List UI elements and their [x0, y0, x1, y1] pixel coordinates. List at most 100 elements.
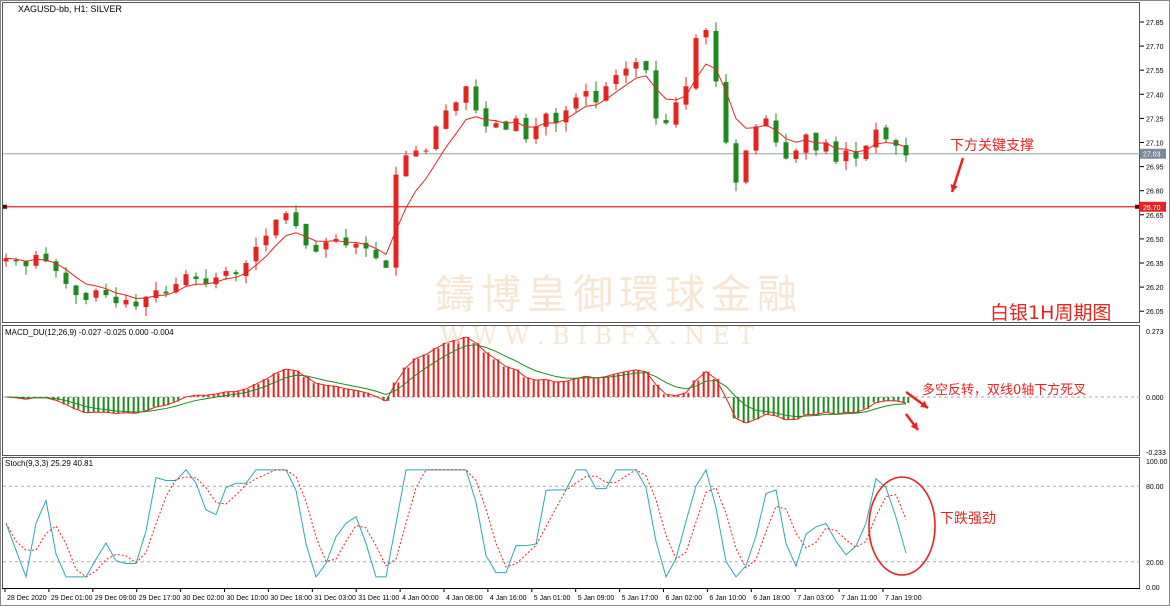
- candle-body: [873, 129, 879, 148]
- macd-histogram-bar: [877, 397, 880, 403]
- macd-histogram-bar: [417, 358, 420, 397]
- candle-body: [253, 246, 259, 262]
- macd-histogram-bar: [427, 354, 430, 397]
- macd-histogram-bar: [607, 376, 610, 397]
- candle-body: [823, 142, 829, 152]
- candle-body: [303, 223, 309, 246]
- macd-histogram-bar: [782, 397, 785, 420]
- macd-histogram-bar: [682, 392, 685, 397]
- time-tick-label: 5 Jan 17:00: [622, 595, 659, 602]
- macd-histogram-bar: [482, 352, 485, 397]
- candle-body: [523, 117, 529, 140]
- candle-body: [173, 283, 179, 293]
- time-tick-label: 7 Jan 19:00: [885, 595, 922, 602]
- macd-histogram-bar: [217, 393, 220, 397]
- macd-histogram-bar: [162, 397, 165, 406]
- current-price-badge: [1140, 148, 1166, 159]
- macd-histogram-bar: [332, 386, 335, 397]
- candle-body: [103, 290, 109, 296]
- candle-body: [693, 38, 699, 89]
- candle-body: [323, 242, 329, 250]
- candle-body: [543, 113, 549, 127]
- highlight-ellipse: [868, 476, 936, 576]
- macd-histogram-bar: [557, 382, 560, 397]
- macd-histogram-bar: [757, 397, 760, 420]
- macd-histogram-bar: [837, 397, 840, 415]
- time-tick-label: 7 Jan 11:00: [841, 595, 877, 602]
- candle-body: [13, 260, 19, 262]
- candle-body: [463, 86, 469, 103]
- macd-histogram-bar: [537, 380, 540, 397]
- macd-histogram-bar: [527, 377, 530, 397]
- time-tick-label: 28 Dec 2020: [7, 595, 47, 602]
- candle-body: [743, 150, 749, 183]
- macd-histogram-bar: [672, 395, 675, 397]
- macd-histogram-bar: [277, 373, 280, 397]
- candle-body: [483, 108, 489, 127]
- macd-histogram-bar: [237, 391, 240, 397]
- time-tick-label: 4 Jan 00:00: [402, 595, 439, 602]
- macd-histogram-bar: [157, 397, 160, 408]
- macd-histogram-bar: [547, 379, 550, 397]
- candle-body: [73, 285, 79, 296]
- macd-histogram-bar: [307, 376, 310, 397]
- candle-body: [263, 235, 269, 246]
- panel-frame: [2, 325, 1140, 456]
- macd-histogram-bar: [107, 397, 110, 413]
- macd-histogram-bar: [517, 369, 520, 397]
- candle-body: [413, 150, 419, 157]
- macd-histogram-bar: [502, 366, 505, 397]
- candle-body: [203, 278, 209, 284]
- macd-histogram-bar: [872, 397, 875, 403]
- macd-tick-label: 0.273: [1146, 329, 1164, 336]
- macd-histogram-bar: [287, 369, 290, 397]
- macd-histogram-bar: [622, 371, 625, 397]
- candle-body: [893, 140, 899, 146]
- macd-histogram-bar: [62, 397, 65, 405]
- macd-histogram-bar: [322, 385, 325, 397]
- candle-body: [503, 121, 509, 130]
- macd-label: MACD_DU(12,26,9) -0.027 -0.025 0.000 -0.…: [5, 328, 174, 337]
- macd-histogram-bar: [752, 397, 755, 420]
- macd-histogram-bar: [457, 340, 460, 397]
- macd-histogram-bar: [292, 370, 295, 397]
- macd-histogram-bar: [587, 376, 590, 397]
- macd-histogram-bar: [352, 390, 355, 397]
- stoch-tick-label: 100.00: [1146, 459, 1168, 466]
- macd-histogram-bar: [642, 371, 645, 397]
- macd-histogram-bar: [717, 378, 720, 397]
- macd-histogram-bar: [767, 397, 770, 415]
- macd-histogram-bar: [732, 397, 735, 419]
- macd-histogram-bar: [812, 397, 815, 415]
- candle-body: [593, 90, 599, 103]
- macd-histogram-bar: [697, 380, 700, 397]
- macd-histogram-bar: [832, 397, 835, 415]
- macd-histogram-bar: [462, 337, 465, 397]
- macd-histogram-bar: [497, 359, 500, 397]
- candle-body: [83, 292, 89, 300]
- macd-histogram-bar: [452, 340, 455, 397]
- candle-body: [123, 299, 129, 305]
- macd-histogram-bar: [542, 379, 545, 397]
- candle-body: [673, 102, 679, 125]
- macd-histogram-bar: [432, 348, 435, 397]
- time-tick-label: 6 Jan 18:00: [753, 595, 790, 602]
- macd-histogram-bar: [827, 397, 830, 413]
- macd-histogram-bar: [632, 369, 635, 397]
- macd-histogram-bar: [487, 352, 490, 397]
- price-tick-label: 27.25: [1146, 116, 1164, 123]
- macd-histogram-bar: [392, 382, 395, 397]
- candle-body: [363, 242, 369, 249]
- macd-line: [5, 336, 907, 424]
- candle-body: [243, 263, 249, 277]
- macd-histogram-bar: [112, 397, 115, 414]
- macd-histogram-bar: [882, 397, 885, 401]
- macd-histogram-bar: [787, 397, 790, 420]
- macd-histogram-bar: [847, 397, 850, 413]
- macd-histogram-bar: [702, 371, 705, 397]
- macd-histogram-bar: [262, 379, 265, 397]
- price-tick-label: 27.70: [1146, 44, 1164, 51]
- candle-body: [613, 75, 619, 84]
